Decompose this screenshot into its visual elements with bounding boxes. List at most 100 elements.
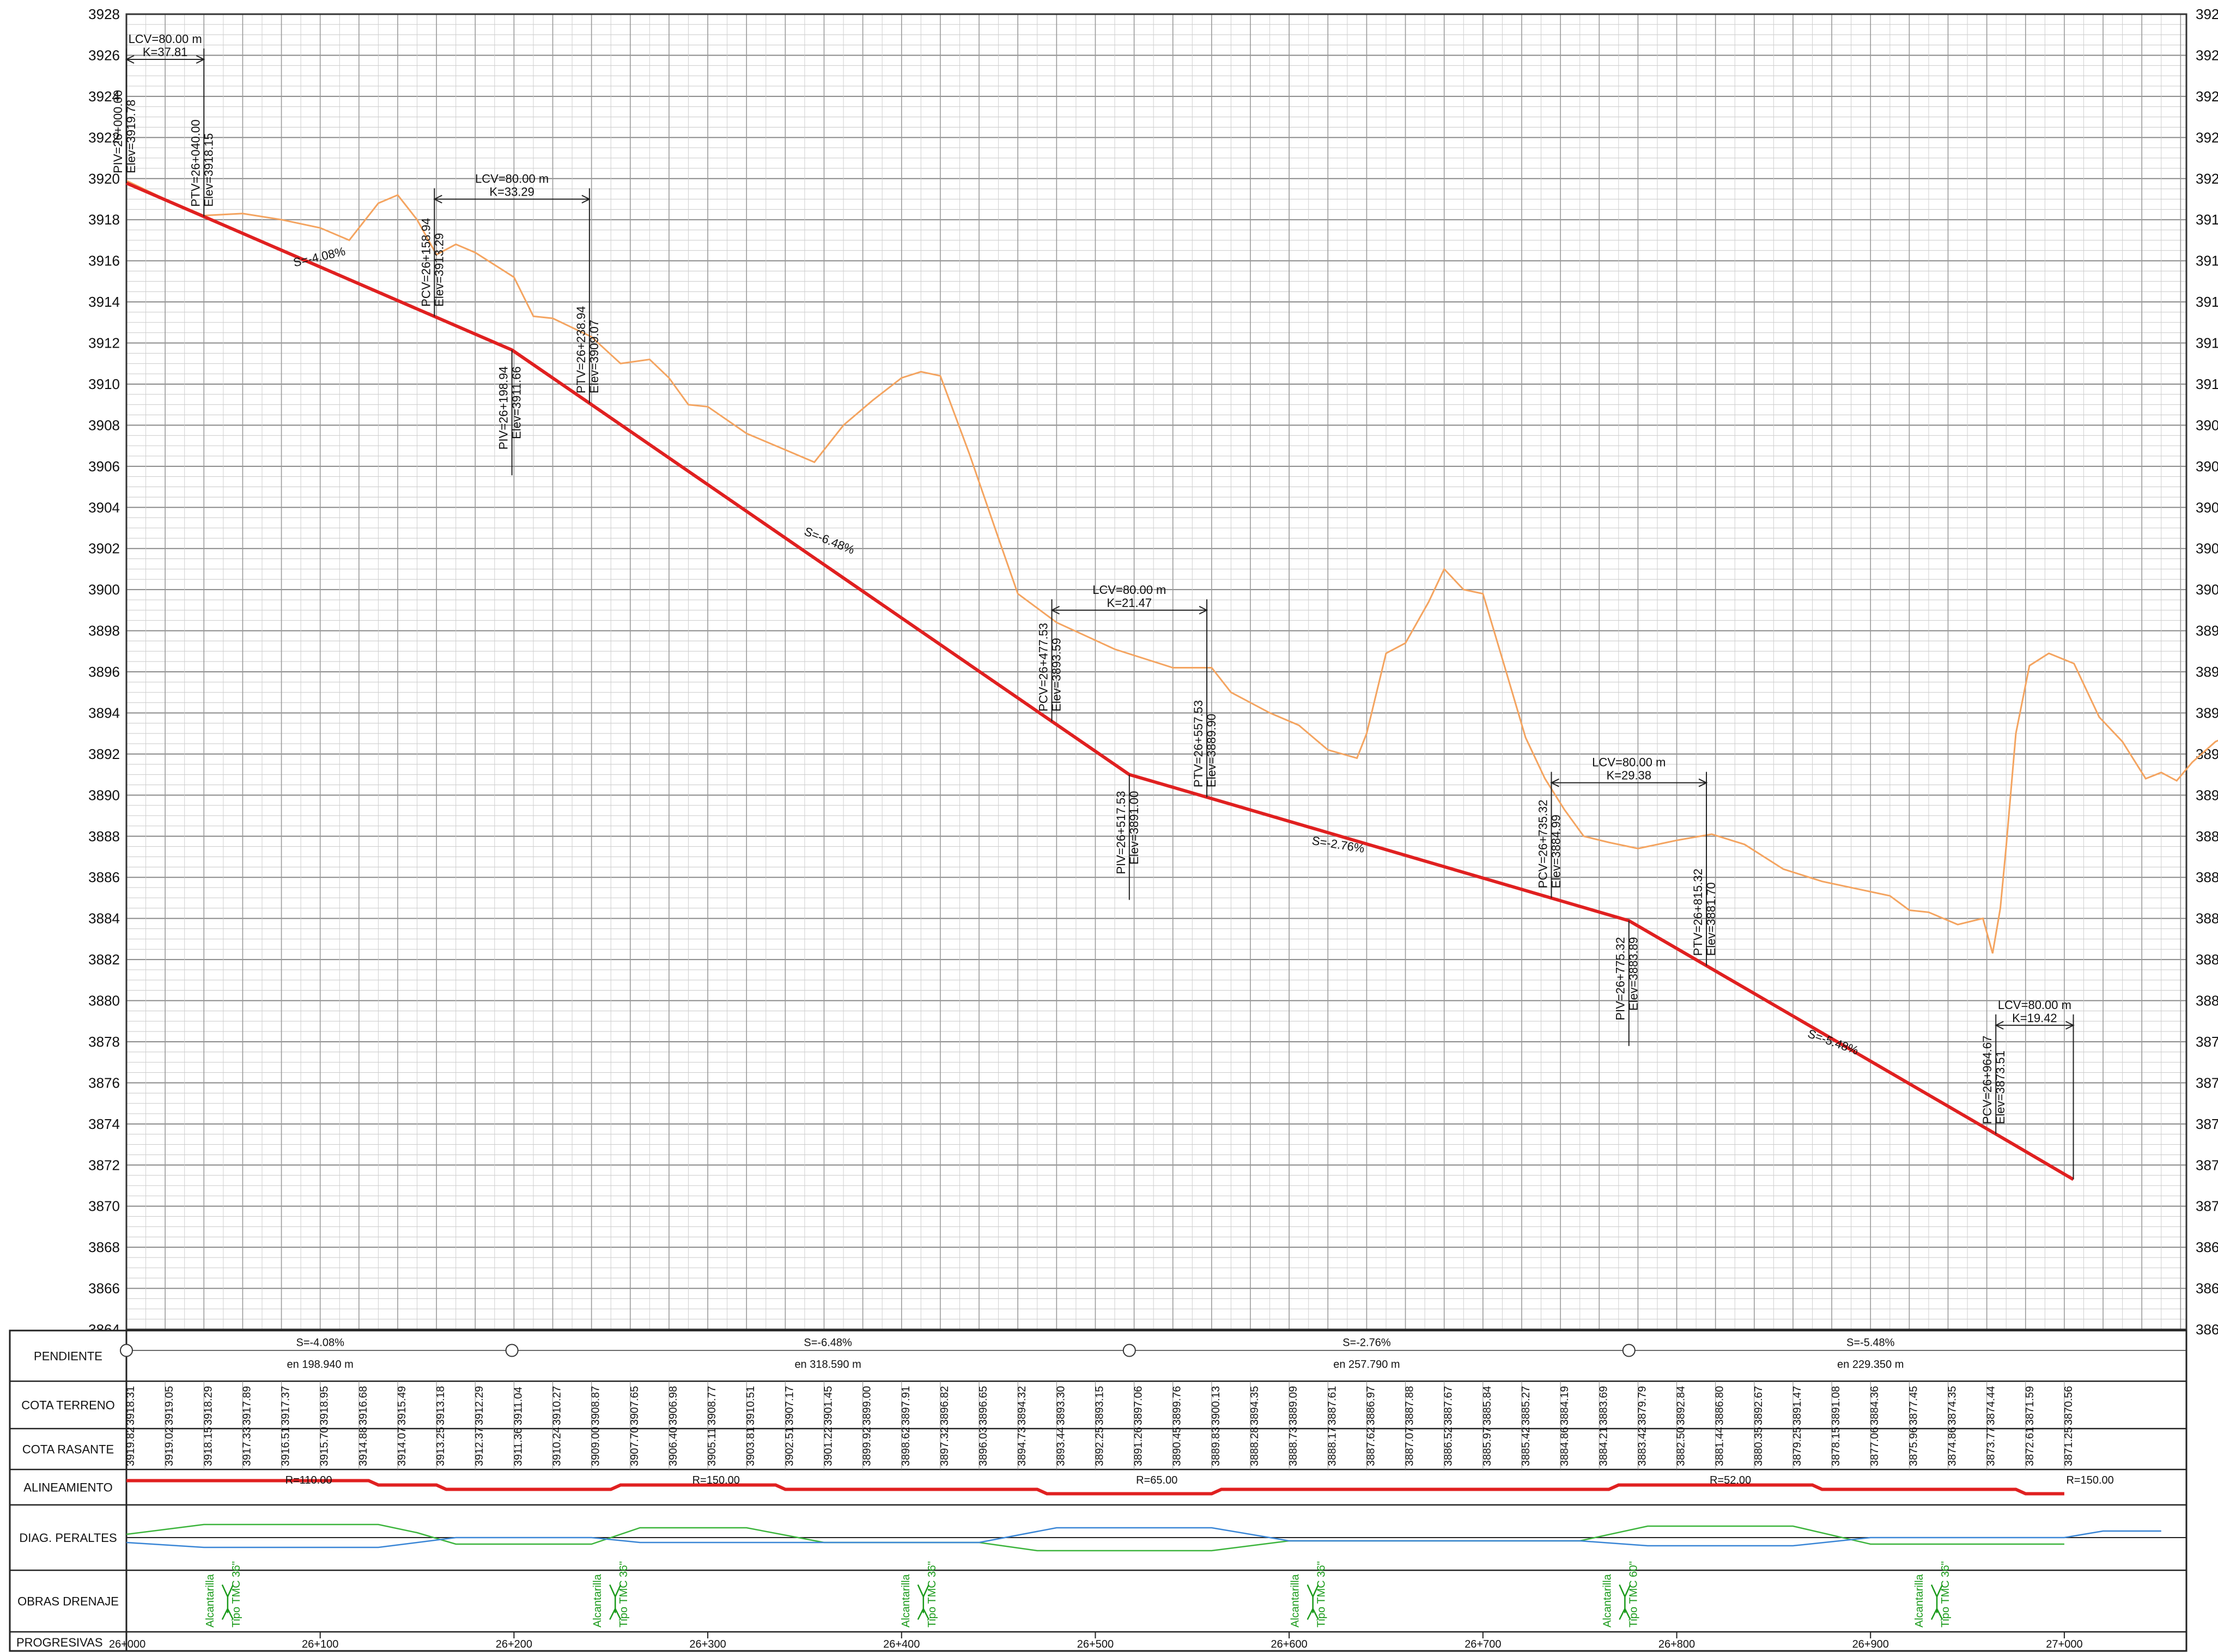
y-tick-label-left: 3866 <box>88 1280 120 1297</box>
cota-rasante-value: 3911.36 <box>512 1428 524 1466</box>
drainage-type-label: Alcantarilla <box>900 1574 912 1627</box>
pendiente-length: en 257.790 m <box>1333 1359 1400 1371</box>
cota-rasante-value: 3897.32 <box>939 1427 951 1466</box>
cota-terreno-value: 3897.91 <box>900 1386 912 1425</box>
cota-terreno-value: 3908.77 <box>706 1386 718 1425</box>
cota-rasante-value: 3918.15 <box>202 1427 214 1466</box>
pendiente-node <box>505 1344 519 1357</box>
pendiente-node <box>1622 1344 1636 1357</box>
drainage-type-label: Alcantarilla <box>204 1574 216 1627</box>
pcv-label-line: PCV=26+477.53 <box>1037 623 1050 712</box>
drainage-size-label: Tipo TMC 36" <box>1940 1561 1952 1627</box>
y-tick-label-right: 3890 <box>2196 787 2218 803</box>
culvert-icon <box>917 1584 929 1620</box>
cota-terreno-value: 3918.29 <box>202 1386 214 1425</box>
pcv-label: PCV=26+158.94 Elev=3913.29 <box>419 218 446 307</box>
pcv-label-line: Elev=3913.29 <box>432 233 446 307</box>
ptv-label: PTV=26+238.94 Elev=3909.07 <box>574 306 601 393</box>
alineamiento-radius: R=110.00 <box>285 1474 332 1486</box>
cota-rasante-value: 3886.52 <box>1443 1427 1455 1466</box>
alineamiento-radius: R=150.00 <box>692 1474 740 1486</box>
station-label: 26+500 <box>1077 1638 1114 1650</box>
y-tick-label-right: 3914 <box>2196 294 2218 310</box>
cota-rasante-value: 3896.03 <box>977 1427 989 1466</box>
pcv-label-line: PCV=26+735.32 <box>1536 800 1549 889</box>
cota-rasante-value: 3875.96 <box>1907 1427 1919 1466</box>
y-tick-label-left: 3890 <box>88 787 120 803</box>
cota-terreno-value: 3884.19 <box>1559 1386 1571 1425</box>
pendiente-slope: S=-5.48% <box>1846 1337 1895 1349</box>
y-tick-label-left: 3904 <box>88 499 120 515</box>
cota-rasante-value: 3883.42 <box>1636 1427 1648 1466</box>
pendiente-length: en 229.350 m <box>1837 1359 1904 1371</box>
cota-terreno-value: 3900.13 <box>1210 1386 1222 1425</box>
drainage-type-label: Alcantarilla <box>1290 1574 1302 1627</box>
pendiente-node <box>120 1344 133 1357</box>
cota-terreno-value: 3899.76 <box>1171 1386 1183 1425</box>
slope-label: S=-6.48% <box>803 524 857 557</box>
ptv-label-line: PTV=26+557.53 <box>1192 700 1205 787</box>
cota-rasante-value: 3889.83 <box>1210 1427 1222 1466</box>
y-tick-label-left: 3914 <box>88 294 120 310</box>
cota-rasante-value: 3885.42 <box>1520 1427 1532 1466</box>
y-tick-label-right: 3888 <box>2196 828 2218 845</box>
drainage-size-label: Tipo TMC 60" <box>1627 1561 1639 1627</box>
y-tick-label-right: 3910 <box>2196 376 2218 392</box>
plot-frame <box>125 13 2187 1331</box>
row-label-pendiente: PENDIENTE <box>34 1350 102 1363</box>
cota-terreno-value: 3871.59 <box>2024 1386 2036 1425</box>
cota-terreno-value: 3877.45 <box>1907 1386 1919 1425</box>
lcv-label: LCV=80.00 m <box>129 32 202 46</box>
y-tick-label-left: 3916 <box>88 253 120 269</box>
y-tick-label-left: 3878 <box>88 1034 120 1050</box>
y-tick-label-left: 3896 <box>88 664 120 680</box>
k-label: K=37.81 <box>143 45 188 59</box>
k-label: K=19.42 <box>2012 1011 2057 1025</box>
y-tick-label-left: 3906 <box>88 458 120 475</box>
y-tick-label-right: 3924 <box>2196 88 2218 105</box>
cota-rasante-value: 3898.62 <box>900 1427 912 1466</box>
y-tick-label-right: 3866 <box>2196 1280 2218 1297</box>
station-label: 26+700 <box>1465 1638 1501 1650</box>
y-tick-label-right: 3870 <box>2196 1198 2218 1214</box>
cota-rasante-value: 3888.28 <box>1249 1427 1261 1466</box>
y-tick-label-right: 3878 <box>2196 1034 2218 1050</box>
y-tick-label-left: 3908 <box>88 417 120 433</box>
culvert-icon <box>1307 1584 1319 1620</box>
piv-label-line: PIV=26+517.53 <box>1114 791 1128 874</box>
cota-terreno-value: 3910.51 <box>745 1386 757 1425</box>
row-label-cota-rasante: COTA RASANTE <box>22 1443 114 1456</box>
cota-rasante-value: 3884.86 <box>1559 1427 1571 1466</box>
y-tick-label-left: 3912 <box>88 335 120 351</box>
cota-terreno-value: 3907.65 <box>629 1386 641 1425</box>
cota-rasante-value: 3899.92 <box>861 1427 873 1466</box>
pendiente-slope: S=-4.08% <box>296 1337 344 1349</box>
y-tick-label-left: 3928 <box>88 6 120 22</box>
y-tick-label-right: 3894 <box>2196 704 2218 721</box>
piv-label-line: Elev=3883.89 <box>1627 937 1640 1011</box>
drainage-size-label: Tipo TMC 36" <box>926 1561 938 1627</box>
piv-label: PIV=26+517.53 Elev=3891.00 <box>1114 791 1141 874</box>
y-tick-label-right: 3916 <box>2196 253 2218 269</box>
y-tick-label-right: 3882 <box>2196 951 2218 968</box>
row-label-cota-terreno: COTA TERRENO <box>21 1399 115 1412</box>
drainage-size-label: Tipo TMC 36" <box>1316 1561 1328 1627</box>
y-tick-label-right: 3926 <box>2196 47 2218 63</box>
y-tick-label-right: 3928 <box>2196 6 2218 22</box>
y-tick-label-left: 3882 <box>88 951 120 968</box>
piv-label-line: PIV=26+198.94 <box>497 366 511 450</box>
pcv-label: PCV=26+735.32 Elev=3884.99 <box>1536 800 1563 889</box>
cota-terreno-value: 3874.35 <box>1946 1386 1958 1425</box>
y-tick-label-left: 3886 <box>88 869 120 885</box>
ptv-label-line: PTV=26+815.32 <box>1691 868 1705 956</box>
pcv-label-line: Elev=3893.59 <box>1050 638 1064 712</box>
pendiente-length: en 318.590 m <box>794 1359 861 1371</box>
cota-rasante-value: 3872.61 <box>2024 1427 2036 1466</box>
cota-terreno-value: 3894.32 <box>1016 1386 1028 1425</box>
cota-terreno-value: 3893.15 <box>1093 1386 1105 1425</box>
ptv-label-line: Elev=3881.70 <box>1704 882 1718 956</box>
cota-rasante-value: 3917.33 <box>241 1427 253 1466</box>
cota-terreno-value: 3883.69 <box>1597 1386 1609 1425</box>
cota-rasante-value: 3891.26 <box>1133 1427 1145 1466</box>
y-tick-label-left: 3868 <box>88 1239 120 1255</box>
